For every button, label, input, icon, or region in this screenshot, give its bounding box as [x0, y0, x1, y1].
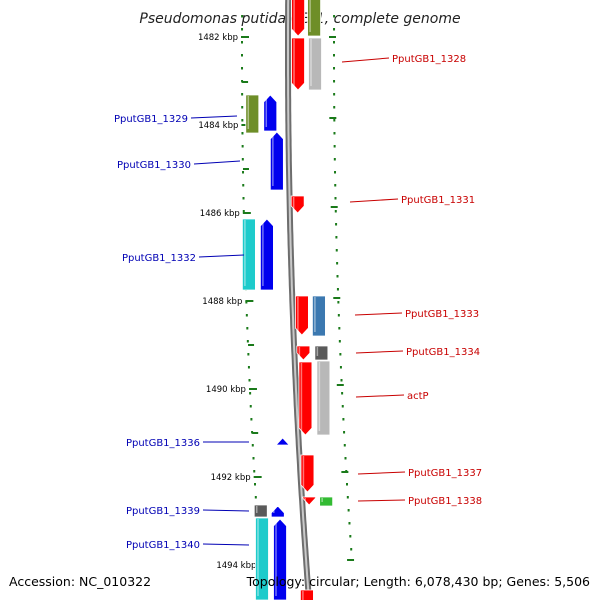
gene-pputgb1-1329-product [245, 94, 260, 134]
kbp-label: 1484 kbp [198, 121, 238, 131]
leader-pputgb1-1340 [202, 543, 250, 546]
label-pputgb1-1333: PputGB1_1333 [405, 309, 479, 320]
gene-pputgb1-1333 [294, 295, 309, 336]
feature-layer: 1482 kbp 1484 kbp 1486 kbp 1488 kbp 1490 kbp… [114, 0, 482, 600]
gene-pputgb1-1329 [263, 94, 278, 132]
kbp-label: 1490 kbp [206, 385, 246, 395]
gene-pputgb1-1338 [302, 496, 317, 506]
leader-pputgb1-1330 [193, 160, 241, 165]
leader-pputgb1-1338 [357, 499, 406, 502]
kbp-label: 1482 kbp [198, 33, 238, 43]
gene-pputgb1-1332 [260, 218, 274, 291]
leader-pputgb1-1329 [190, 115, 238, 119]
label-pputgb1-1330: PputGB1_1330 [117, 160, 191, 171]
gene-olive [307, 0, 321, 37]
gene-pputgb1-1334-product [314, 345, 329, 361]
gene-pputgb1-1336 [275, 437, 291, 446]
label-pputgb1-1340: PputGB1_1340 [126, 540, 200, 551]
kbp-label: 1492 kbp [211, 473, 251, 483]
gene-pputgb1-1340-product [255, 517, 269, 600]
gene-pputgb1-1339 [270, 505, 285, 518]
gene-red [291, 0, 305, 37]
gene-pputgb1-1333-product [312, 295, 326, 337]
accession-text: Accession: NC_010322 [9, 574, 151, 589]
gene-pputgb1-1337 [300, 454, 315, 493]
label-actp: actP [407, 391, 429, 402]
label-pputgb1-1336: PputGB1_1336 [126, 438, 200, 449]
leader-pputgb1-1332 [198, 254, 245, 258]
gene-actp [298, 361, 313, 436]
label-pputgb1-1328: PputGB1_1328 [392, 54, 466, 65]
label-pputgb1-1334: PputGB1_1334 [406, 347, 480, 358]
leader-pputgb1-1334 [355, 350, 404, 354]
gene-pputgb1-1331 [290, 195, 305, 214]
gene-pputgb1-1334 [296, 345, 311, 361]
leader-pputgb1-1333 [354, 312, 403, 316]
gene-pputgb1-1340 [273, 518, 287, 600]
leader-pputgb1-1328 [341, 57, 390, 63]
gene-pputgb1-1332-product [242, 218, 256, 291]
leader-pputgb1-1339 [202, 509, 250, 512]
label-pputgb1-1337: PputGB1_1337 [408, 468, 482, 479]
kbp-label: 1486 kbp [200, 209, 240, 219]
gene-pputgb1-1330 [269, 131, 284, 191]
leader-actp [355, 394, 405, 398]
label-pputgb1-1329: PputGB1_1329 [114, 114, 188, 125]
leader-pputgb1-1337 [357, 471, 406, 475]
kbp-label: 1488 kbp [202, 297, 242, 307]
gene-pputgb1-1328-product [308, 37, 322, 91]
genome-backbone-highlight [287, 0, 311, 600]
gene-pputgb1-1339-product [253, 504, 268, 518]
gene-red-edge [300, 589, 314, 600]
label-pputgb1-1332: PputGB1_1332 [122, 253, 196, 264]
label-pputgb1-1339: PputGB1_1339 [126, 506, 200, 517]
label-pputgb1-1338: PputGB1_1338 [408, 496, 482, 507]
kbp-label: 1494 kbp [216, 561, 256, 571]
gene-pputgb1-1328 [291, 37, 305, 91]
leader-pputgb1-1331 [349, 198, 399, 203]
gene-actp-product [316, 360, 331, 436]
label-pputgb1-1331: PputGB1_1331 [401, 195, 475, 206]
gene-pputgb1-1338-product [319, 496, 334, 507]
topology-text: Topology: circular; Length: 6,078,430 bp… [246, 574, 590, 589]
